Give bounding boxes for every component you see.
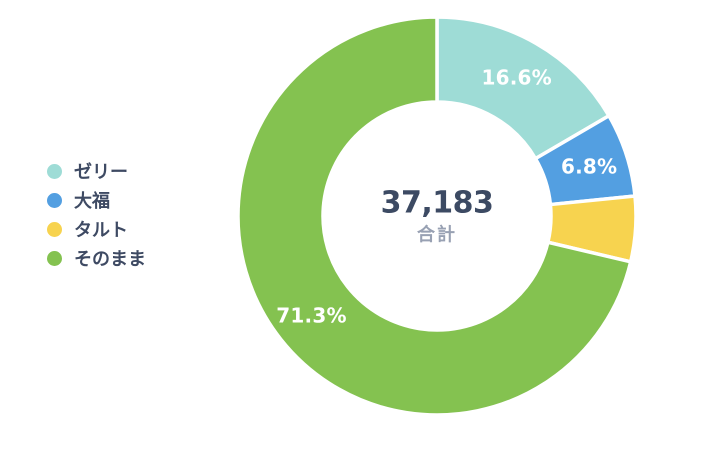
slice-percent-label: 6.8% — [561, 155, 617, 179]
legend-item-plain[interactable]: そのまま — [47, 248, 146, 270]
legend-item-jelly[interactable]: ゼリー — [47, 161, 146, 183]
legend-swatch-icon — [47, 221, 62, 237]
slice-percent-label: 71.3% — [276, 303, 346, 327]
slice-percent-label: 16.6% — [482, 65, 552, 89]
legend-swatch-icon — [47, 192, 62, 208]
legend: ゼリー 大福 タルト そのまま — [47, 161, 146, 270]
legend-swatch-icon — [47, 250, 62, 266]
legend-label: そのまま — [74, 249, 146, 270]
legend-item-daifuku[interactable]: 大福 — [47, 190, 146, 212]
legend-label: タルト — [74, 220, 128, 241]
legend-swatch-icon — [47, 163, 62, 179]
legend-item-tart[interactable]: タルト — [47, 219, 146, 241]
donut-slice-3[interactable] — [236, 15, 633, 417]
legend-label: ゼリー — [74, 162, 128, 183]
legend-label: 大福 — [74, 191, 110, 212]
